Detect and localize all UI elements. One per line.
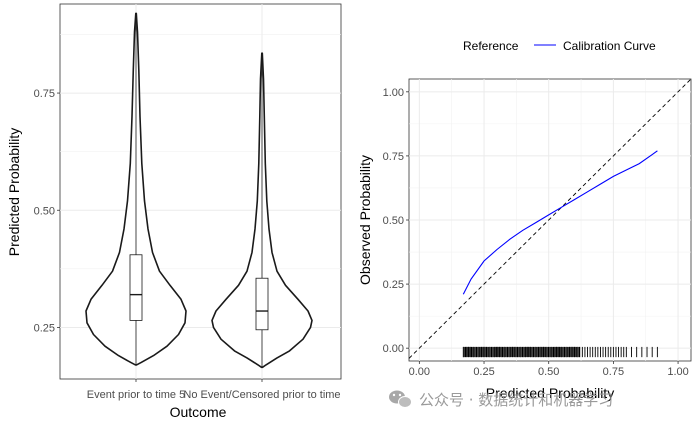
calibration-x-tick-labels: 0.00 0.25 0.50 0.75 1.00 (409, 361, 689, 378)
calibration-y-tick-label: 0.75 (383, 151, 404, 163)
violin-y-tick-label: 0.50 (34, 205, 55, 217)
calibration-y-axis-title: Observed Probability (357, 155, 373, 285)
watermark-text: 公众号 · 数据统计和机器学习 (419, 391, 613, 409)
calibration-y-tick-label: 1.00 (383, 87, 404, 99)
violin-panel: 0.25 0.50 0.75 Event prior to time 5 No Ev… (6, 3, 342, 420)
violin-y-axis-title: Predicted Probability (6, 128, 22, 256)
legend-label-calibration-curve: Calibration Curve (563, 39, 656, 53)
violin-y-tick-label: 0.75 (34, 88, 55, 100)
legend: Reference Calibration Curve (463, 39, 656, 53)
violins (85, 12, 313, 369)
violin-x-tick-labels: Event prior to time 5 No Event/Censored … (87, 389, 341, 401)
calibration-y-tick-labels: 0.00 0.25 0.50 0.75 1.00 (383, 87, 409, 355)
calibration-panel: Reference Calibration Curve 0.00 0.25 0.50… (357, 39, 692, 401)
calibration-x-tick-label: 0.25 (473, 366, 494, 378)
watermark: 公众号 · 数据统计和机器学习 (389, 390, 613, 409)
calibration-x-tick-label: 0.75 (603, 366, 624, 378)
calibration-y-tick-label: 0.25 (383, 279, 404, 291)
calibration-x-tick-label: 1.00 (667, 366, 688, 378)
violin-y-tick-labels: 0.25 0.50 0.75 (34, 88, 263, 382)
violin-x-axis-title: Outcome (170, 404, 227, 420)
calibration-y-tick-label: 0.00 (383, 343, 404, 355)
violin-y-tick-label: 0.25 (34, 322, 55, 334)
calibration-gridlines (409, 79, 691, 361)
violin-x-tick-label-event: Event prior to time 5 (87, 389, 185, 401)
calibration-x-tick-label: 0.00 (409, 366, 430, 378)
calibration-x-tick-label: 0.50 (538, 366, 559, 378)
wechat-icon (389, 390, 412, 408)
calibration-rug (462, 346, 658, 358)
calibration-lines (408, 78, 692, 359)
boxplot-box (255, 277, 269, 331)
boxplot-box (129, 254, 143, 321)
violin-x-tick-label-no-event: No Event/Censored prior to time (183, 389, 340, 401)
reference-line (408, 78, 692, 359)
calibration-y-tick-label: 0.50 (383, 215, 404, 227)
calibration-x-axis-title: Predicted Probability (486, 385, 614, 401)
calibration-curve (462, 150, 658, 295)
legend-label-reference: Reference (463, 39, 519, 53)
